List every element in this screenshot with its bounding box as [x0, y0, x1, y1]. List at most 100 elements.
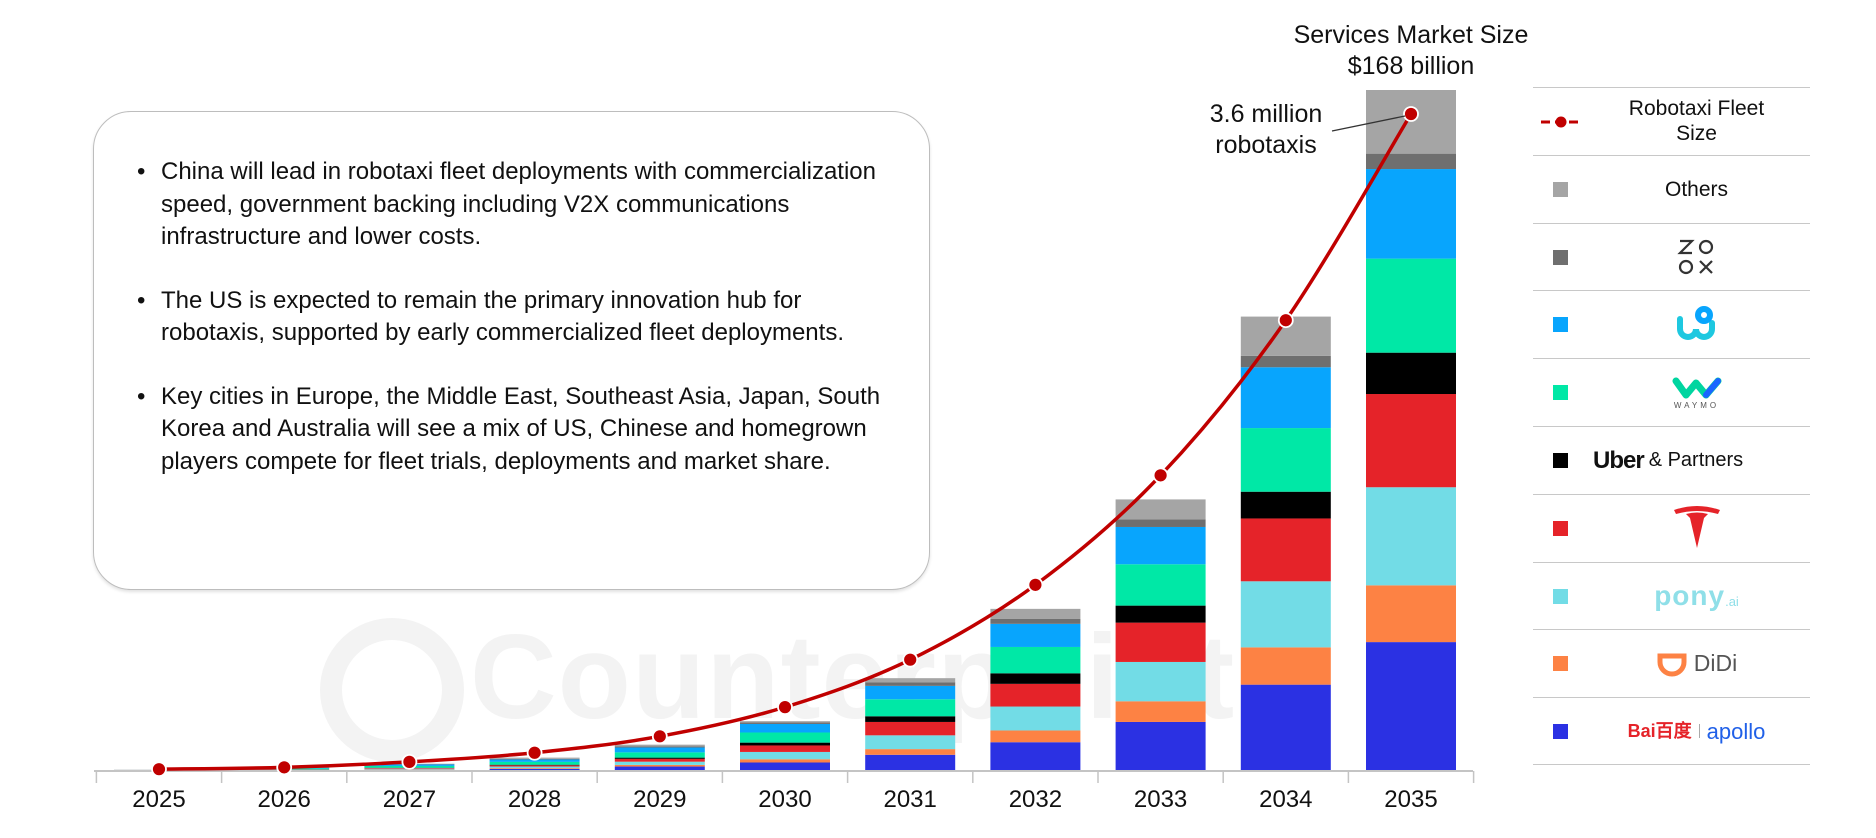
- legend-item-baidu-apollo: Bai百度 apollo: [1533, 697, 1810, 765]
- bar-segment-waymo-2028: [489, 761, 580, 765]
- bar-segment-didi-2028: [489, 768, 580, 769]
- legend-item-waymo: WAYMO: [1533, 358, 1810, 426]
- fleet-point-2035: [1403, 106, 1419, 122]
- bar-segment-tesla-2029: [614, 758, 705, 762]
- bar-segment-baidu-apollo-2030: [740, 762, 830, 771]
- didi-logo-icon: [1657, 653, 1687, 677]
- weride-logo: [1583, 291, 1810, 358]
- bar-segment-waymo-2032: [990, 646, 1081, 674]
- bar-segment-zoox-2032: [990, 618, 1081, 624]
- fleet-point-2026: [276, 759, 293, 776]
- bar-segment-baidu-apollo-2035: [1366, 642, 1456, 771]
- bar-segment-uber-partners-2028: [489, 764, 580, 766]
- bar-segment-tesla-2032: [990, 683, 1081, 707]
- legend-swatch-pony: [1553, 588, 1568, 604]
- bar-segment-pony-ai-2032: [990, 706, 1081, 731]
- bullet-other-regions: Key cities in Europe, the Middle East, S…: [137, 381, 907, 479]
- bar-segment-weride-2030: [740, 723, 830, 733]
- fleet-point-2034: [1277, 312, 1294, 329]
- bar-segment-weride-2033: [1115, 526, 1206, 565]
- fleet-annotation-leader: [1331, 115, 1406, 132]
- bar-segment-uber-partners-2030: [740, 742, 830, 746]
- x-tick-label: 2031: [883, 786, 937, 813]
- market-size-annotation: Services Market Size $168 billion: [1261, 20, 1561, 82]
- bar-segment-waymo-2029: [614, 752, 705, 758]
- tesla-logo: [1583, 495, 1810, 562]
- legend-item-fleet: Robotaxi Fleet Size: [1533, 87, 1810, 155]
- bar-segment-pony-ai-2028: [489, 766, 580, 769]
- fleet-point-2025: [151, 761, 167, 778]
- fleet-point-2032: [1027, 576, 1044, 593]
- bar-segment-tesla-2028: [489, 765, 580, 767]
- uber-wordmark: Uber: [1593, 446, 1645, 474]
- bar-segment-pony-ai-2034: [1240, 581, 1331, 648]
- legend-swatch-didi: [1553, 656, 1568, 672]
- bar-segment-weride-2029: [614, 747, 705, 753]
- legend-swatch-zoox: [1553, 249, 1568, 265]
- legend-swatch-tesla: [1553, 520, 1568, 536]
- bar-segment-zoox-2033: [1115, 519, 1206, 527]
- uber-logo: Uber & Partners: [1583, 427, 1810, 494]
- bar-segment-baidu-apollo-2031: [865, 754, 956, 771]
- bar-segment-tesla-2031: [865, 721, 956, 736]
- legend-label-fleet: Robotaxi Fleet Size: [1628, 97, 1765, 146]
- bar-segment-didi-2029: [614, 764, 705, 767]
- bar-segment-zoox-2035: [1366, 153, 1456, 170]
- bar-segment-others-2031: [865, 678, 956, 683]
- x-tick-label: 2027: [382, 786, 437, 813]
- pony-suffix: .ai: [1725, 594, 1739, 610]
- x-tick-label: 2025: [132, 786, 186, 813]
- legend-item-others: Others: [1533, 154, 1810, 223]
- bar-segment-uber-partners-2029: [614, 757, 705, 759]
- bar-segment-waymo-2035: [1366, 258, 1456, 353]
- x-tick-label: 2034: [1259, 786, 1313, 813]
- bar-segment-weride-2028: [489, 759, 580, 762]
- bar-segment-pony-ai-2035: [1366, 487, 1456, 586]
- bar-segment-didi-2034: [1240, 647, 1331, 685]
- bar-segment-uber-partners-2034: [1240, 491, 1331, 519]
- legend-swatch-baidu-apollo: [1553, 724, 1568, 740]
- bar-segment-waymo-2034: [1240, 428, 1331, 492]
- apollo-wordmark: apollo: [1706, 718, 1766, 744]
- bar-segment-didi-2031: [865, 749, 956, 755]
- fleet-point-2028: [526, 744, 543, 761]
- bar-segment-weride-2035: [1366, 169, 1456, 259]
- bar-segment-pony-ai-2031: [865, 735, 956, 750]
- legend-item-weride: [1533, 290, 1810, 358]
- market-size-value: $168 billion: [1347, 52, 1475, 80]
- waymo-wordmark: WAYMO: [1673, 400, 1720, 410]
- bar-segment-others-2030: [740, 721, 830, 723]
- bar-segment-weride-2034: [1240, 367, 1331, 429]
- fleet-point-2030: [777, 699, 793, 716]
- baidu-apollo-logo: Bai百度 apollo: [1583, 698, 1810, 764]
- legend: Robotaxi Fleet Size Others: [1533, 87, 1810, 765]
- bar-segment-uber-partners-2032: [990, 673, 1081, 684]
- bar-segment-baidu-apollo-2032: [990, 742, 1081, 771]
- pony-wordmark: pony: [1654, 580, 1726, 612]
- tesla-logo-icon: [1673, 506, 1720, 549]
- legend-item-didi: DiDi: [1533, 629, 1810, 697]
- bar-segment-pony-ai-2029: [614, 761, 705, 765]
- bar-segment-uber-partners-2035: [1366, 352, 1456, 395]
- bar-segment-others-2029: [614, 744, 705, 747]
- legend-item-zoox: [1533, 222, 1810, 291]
- baidu-wordmark: Bai百度: [1627, 720, 1692, 741]
- legend-swatch-others: [1553, 181, 1568, 197]
- legend-item-pony: pony .ai: [1533, 561, 1810, 630]
- fleet-point-2027: [401, 753, 418, 770]
- bar-segment-waymo-2031: [865, 699, 956, 717]
- fleet-line-group: [151, 106, 1419, 778]
- bar-segment-zoox-2029: [614, 746, 705, 748]
- x-axis-ticks: [95, 771, 1475, 783]
- didi-logo: DiDi: [1583, 630, 1810, 697]
- bar-segment-baidu-apollo-2034: [1240, 684, 1331, 771]
- pony-logo: pony .ai: [1583, 563, 1810, 630]
- legend-swatch-uber: [1553, 452, 1568, 468]
- x-tick-label: 2026: [257, 786, 311, 813]
- bar-segment-tesla-2033: [1115, 622, 1206, 662]
- bars-group: [114, 90, 1456, 771]
- legend-item-uber: Uber & Partners: [1533, 425, 1810, 494]
- x-tick-label: 2028: [507, 786, 562, 813]
- x-tick-label: 2033: [1133, 786, 1188, 813]
